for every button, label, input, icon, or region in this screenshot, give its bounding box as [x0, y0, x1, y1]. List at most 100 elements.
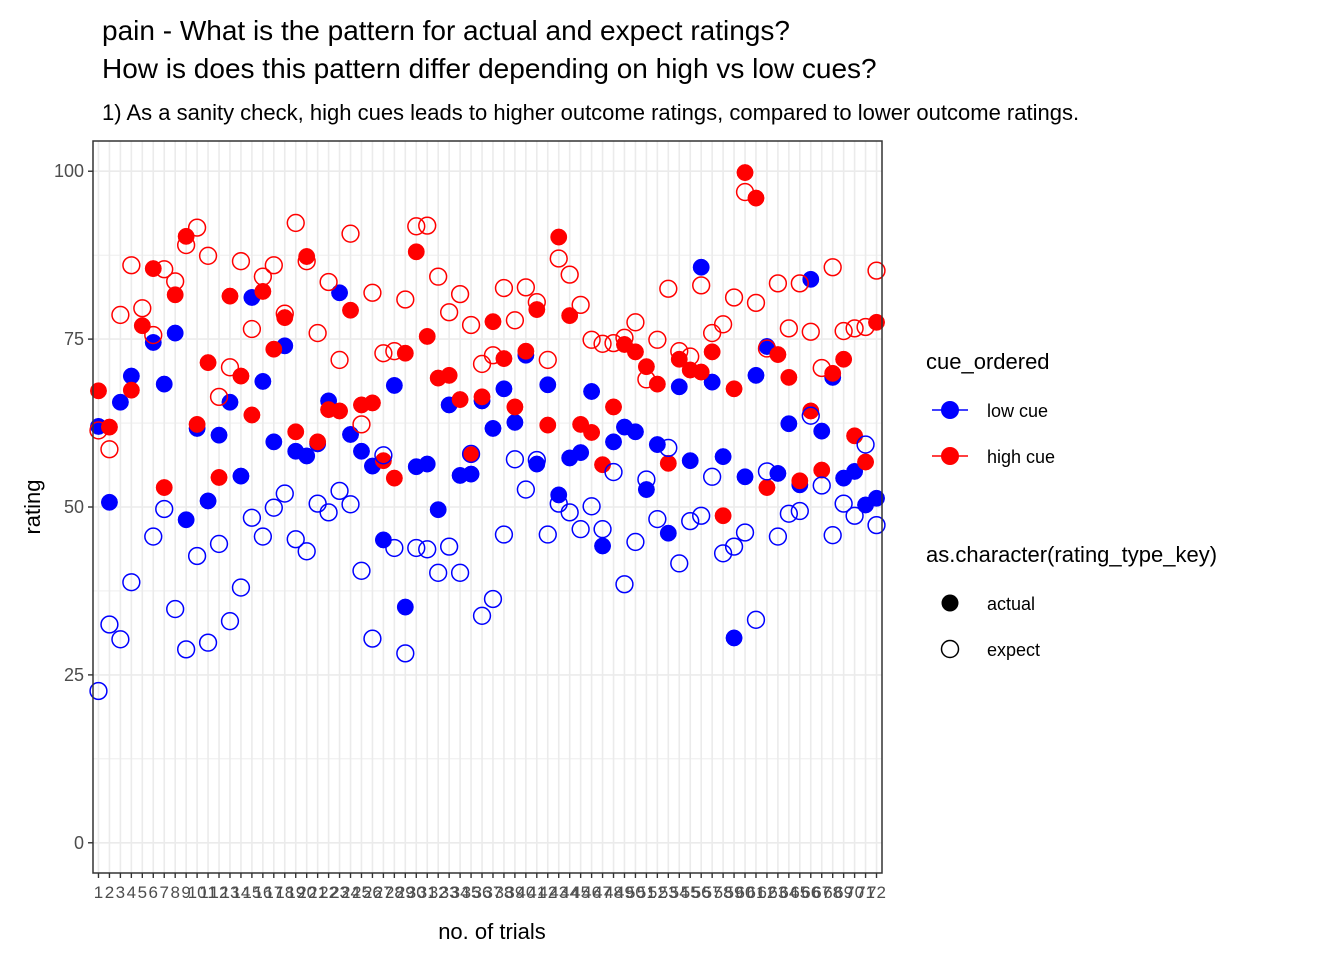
low-cue-expect-point	[702, 467, 722, 486]
x-tick-label: 45	[571, 883, 590, 902]
low-cue-actual-point	[111, 393, 129, 411]
high-cue-expect-point	[746, 293, 766, 312]
high-cue-expect-point	[483, 346, 503, 365]
high-cue-actual-point	[385, 469, 403, 487]
low-cue-expect-point	[220, 612, 240, 631]
x-tick-label: 65	[790, 883, 809, 902]
high-cue-expect-point	[768, 274, 788, 293]
low-cue-expect-point	[681, 511, 700, 531]
legend-item-expect: expect	[940, 639, 1040, 660]
data-points	[89, 164, 886, 701]
high-cue-expect-point	[341, 224, 360, 243]
x-tick-label: 70	[845, 883, 864, 902]
high-cue-expect-point	[198, 246, 218, 265]
legend-label-low-cue: low cue	[987, 401, 1048, 421]
low-cue-expect-point	[823, 526, 842, 545]
x-tick-label: 60	[736, 883, 755, 902]
y-tick-label: 75	[64, 329, 84, 349]
high-cue-actual-point	[659, 454, 677, 472]
high-cue-actual-point	[506, 398, 524, 416]
low-cue-actual-point	[846, 462, 864, 480]
gridlines	[93, 141, 882, 873]
low-cue-expect-point	[779, 504, 799, 523]
low-cue-actual-point	[429, 501, 447, 519]
high-cue-actual-point	[605, 398, 622, 416]
low-cue-expect-point	[867, 515, 886, 535]
x-tick-label: 46	[582, 883, 601, 902]
low-cue-actual-point	[670, 378, 688, 396]
x-tick-label: 56	[692, 883, 711, 902]
high-cue-actual-point	[846, 427, 864, 445]
low-cue-actual-point	[868, 489, 885, 507]
high-cue-expect-point	[122, 256, 141, 275]
low-cue-expect-point	[89, 681, 108, 701]
high-cue-actual-point	[199, 354, 217, 372]
low-cue-actual-point	[692, 258, 710, 276]
low-cue-expect-point	[231, 578, 251, 597]
x-tick-label: 47	[593, 883, 612, 902]
legend-cue-title: cue_ordered	[926, 349, 1050, 374]
high-cue-actual-point	[451, 391, 469, 409]
low-cue-expect-point	[637, 470, 656, 489]
low-cue-expect-point	[472, 606, 492, 625]
high-cue-expect-point	[670, 342, 689, 361]
low-cue-expect-point	[713, 544, 733, 563]
x-tick-label: 66	[801, 883, 820, 902]
x-tick-label: 35	[462, 883, 481, 902]
high-cue-expect-point	[166, 272, 185, 291]
high-cue-expect-point	[297, 252, 316, 271]
low-cue-expect-point	[363, 629, 382, 648]
low-cue-expect-point	[560, 503, 579, 522]
legend-key-point-high-cue	[941, 447, 959, 465]
high-cue-actual-point	[418, 327, 436, 345]
low-cue-expect-point	[100, 615, 119, 634]
high-cue-expect-point	[396, 290, 415, 309]
x-tick-label: 21	[308, 883, 327, 902]
low-cue-expect-point	[724, 537, 744, 556]
x-tick-label: 9	[181, 883, 190, 902]
high-cue-actual-point	[484, 313, 502, 331]
y-tick-label: 0	[74, 833, 84, 853]
high-cue-expect-point	[571, 295, 590, 315]
high-cue-expect-point	[615, 328, 634, 347]
x-tick-label: 49	[615, 883, 634, 902]
low-cue-expect-point	[659, 438, 678, 458]
high-cue-actual-point	[758, 479, 776, 496]
high-cue-expect-point	[275, 304, 294, 323]
x-axis-title: no. of trials	[438, 919, 546, 944]
low-cue-expect-point	[209, 534, 229, 554]
high-cue-expect-point	[867, 261, 886, 280]
x-tick-label: 62	[757, 883, 776, 902]
low-cue-expect-point	[483, 589, 503, 609]
high-cue-expect-point	[494, 278, 514, 298]
x-tick-label: 71	[856, 883, 875, 902]
high-cue-actual-point	[648, 375, 666, 393]
low-cue-actual-point	[495, 380, 513, 398]
high-cue-expect-point	[659, 279, 678, 298]
x-tick-label: 15	[242, 883, 261, 902]
high-cue-actual-point	[243, 406, 261, 424]
x-tick-label: 11	[199, 883, 217, 902]
high-cue-expect-point	[264, 256, 283, 275]
high-cue-expect-point	[187, 218, 207, 237]
low-cue-actual-point	[221, 393, 239, 411]
low-cue-expect-point	[790, 501, 809, 521]
low-cue-expect-point	[122, 573, 141, 592]
low-cue-expect-point	[812, 476, 831, 495]
high-cue-actual-point	[495, 350, 513, 368]
low-cue-actual-point	[802, 270, 820, 288]
x-tick-label: 30	[407, 883, 426, 902]
high-cue-actual-point	[221, 287, 239, 305]
high-cue-expect-point	[308, 323, 327, 343]
high-cue-expect-point	[505, 311, 525, 330]
low-cue-actual-point	[681, 452, 699, 470]
high-cue-actual-point	[309, 433, 327, 451]
high-cue-actual-point	[287, 423, 305, 441]
high-cue-expect-point	[111, 305, 130, 325]
x-tick-label: 25	[352, 883, 371, 902]
x-tick-label: 16	[253, 883, 272, 902]
high-cue-actual-point	[265, 340, 283, 358]
high-cue-expect-point	[648, 330, 667, 349]
high-cue-actual-point	[714, 507, 732, 525]
x-tick-label: 50	[626, 883, 645, 902]
